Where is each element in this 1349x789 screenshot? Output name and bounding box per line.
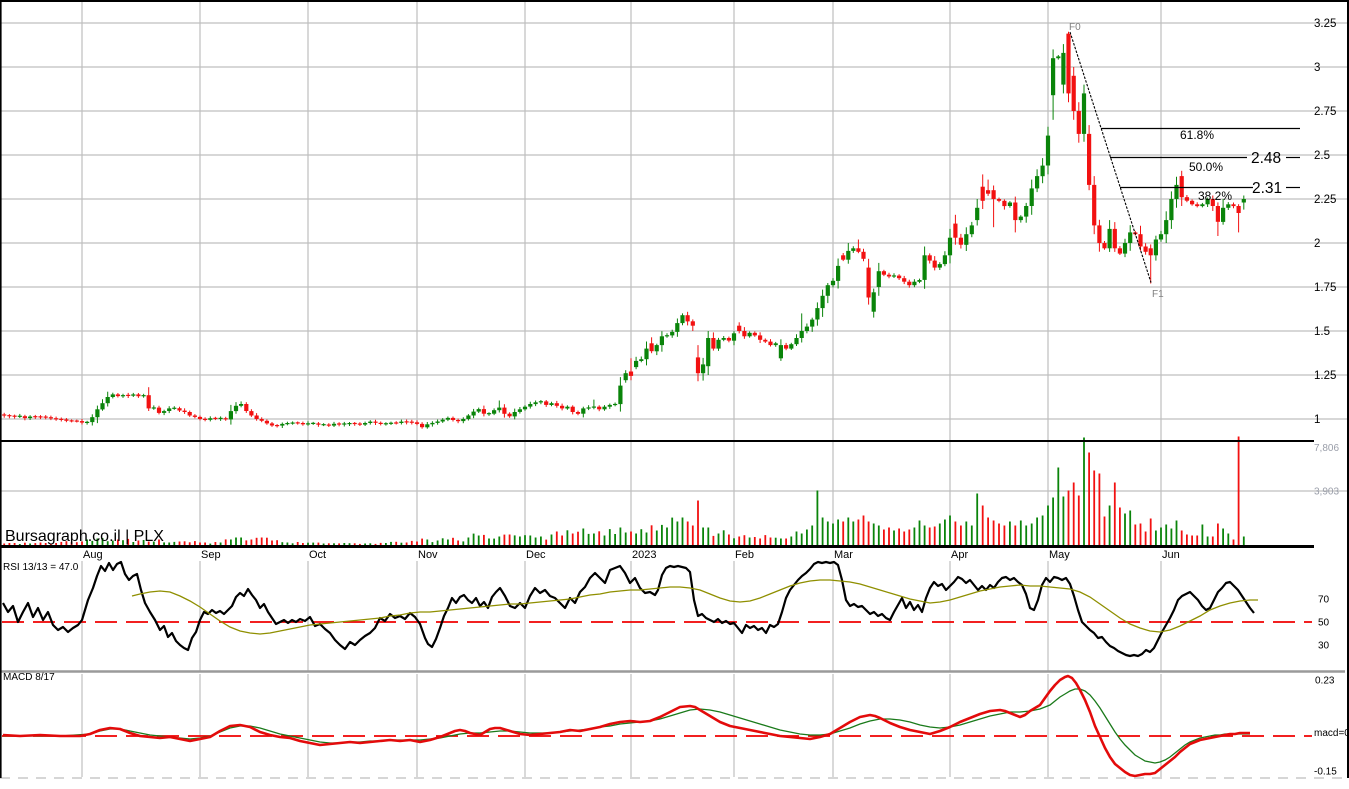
svg-text:RSI 13/13 = 47.0: RSI 13/13 = 47.0 bbox=[3, 562, 79, 573]
svg-text:Jun: Jun bbox=[1162, 549, 1180, 561]
svg-text:Mar: Mar bbox=[834, 549, 853, 561]
svg-text:38.2%: 38.2% bbox=[1198, 189, 1232, 203]
svg-text:1.75: 1.75 bbox=[1314, 282, 1336, 294]
svg-text:2.25: 2.25 bbox=[1314, 194, 1336, 206]
svg-text:Bursagraph.co.il | PLX: Bursagraph.co.il | PLX bbox=[5, 528, 164, 545]
svg-text:2: 2 bbox=[1314, 238, 1320, 250]
svg-text:50.0%: 50.0% bbox=[1189, 160, 1223, 174]
svg-text:MACD 8/17: MACD 8/17 bbox=[3, 672, 55, 683]
svg-text:2.75: 2.75 bbox=[1314, 106, 1336, 118]
svg-text:2.5: 2.5 bbox=[1314, 150, 1330, 162]
svg-text:3.25: 3.25 bbox=[1314, 18, 1336, 30]
svg-text:Nov: Nov bbox=[418, 549, 438, 561]
svg-text:Oct: Oct bbox=[309, 549, 326, 561]
svg-text:May: May bbox=[1049, 549, 1070, 561]
svg-text:30: 30 bbox=[1318, 641, 1330, 652]
svg-text:61.8%: 61.8% bbox=[1180, 128, 1214, 142]
svg-text:macd=0: macd=0 bbox=[1314, 728, 1349, 739]
svg-text:Dec: Dec bbox=[526, 549, 546, 561]
svg-text:3: 3 bbox=[1314, 62, 1320, 74]
svg-text:2023: 2023 bbox=[632, 549, 656, 561]
svg-text:2.31: 2.31 bbox=[1252, 180, 1282, 197]
svg-text:1.25: 1.25 bbox=[1314, 370, 1336, 382]
svg-text:F0: F0 bbox=[1069, 22, 1081, 33]
svg-text:Feb: Feb bbox=[735, 549, 754, 561]
svg-text:3,903: 3,903 bbox=[1314, 487, 1339, 498]
svg-text:Aug: Aug bbox=[83, 549, 103, 561]
svg-text:1.5: 1.5 bbox=[1314, 326, 1330, 338]
svg-text:7,806: 7,806 bbox=[1314, 443, 1339, 454]
svg-text:Sep: Sep bbox=[201, 549, 221, 561]
svg-text:-0.15: -0.15 bbox=[1314, 767, 1337, 778]
svg-text:F1: F1 bbox=[1152, 289, 1164, 300]
svg-text:70: 70 bbox=[1318, 595, 1330, 606]
svg-text:50: 50 bbox=[1318, 618, 1330, 629]
svg-text:Apr: Apr bbox=[951, 549, 968, 561]
svg-text:0.23: 0.23 bbox=[1315, 676, 1335, 687]
svg-text:1: 1 bbox=[1314, 414, 1320, 426]
svg-text:2.48: 2.48 bbox=[1251, 150, 1281, 167]
